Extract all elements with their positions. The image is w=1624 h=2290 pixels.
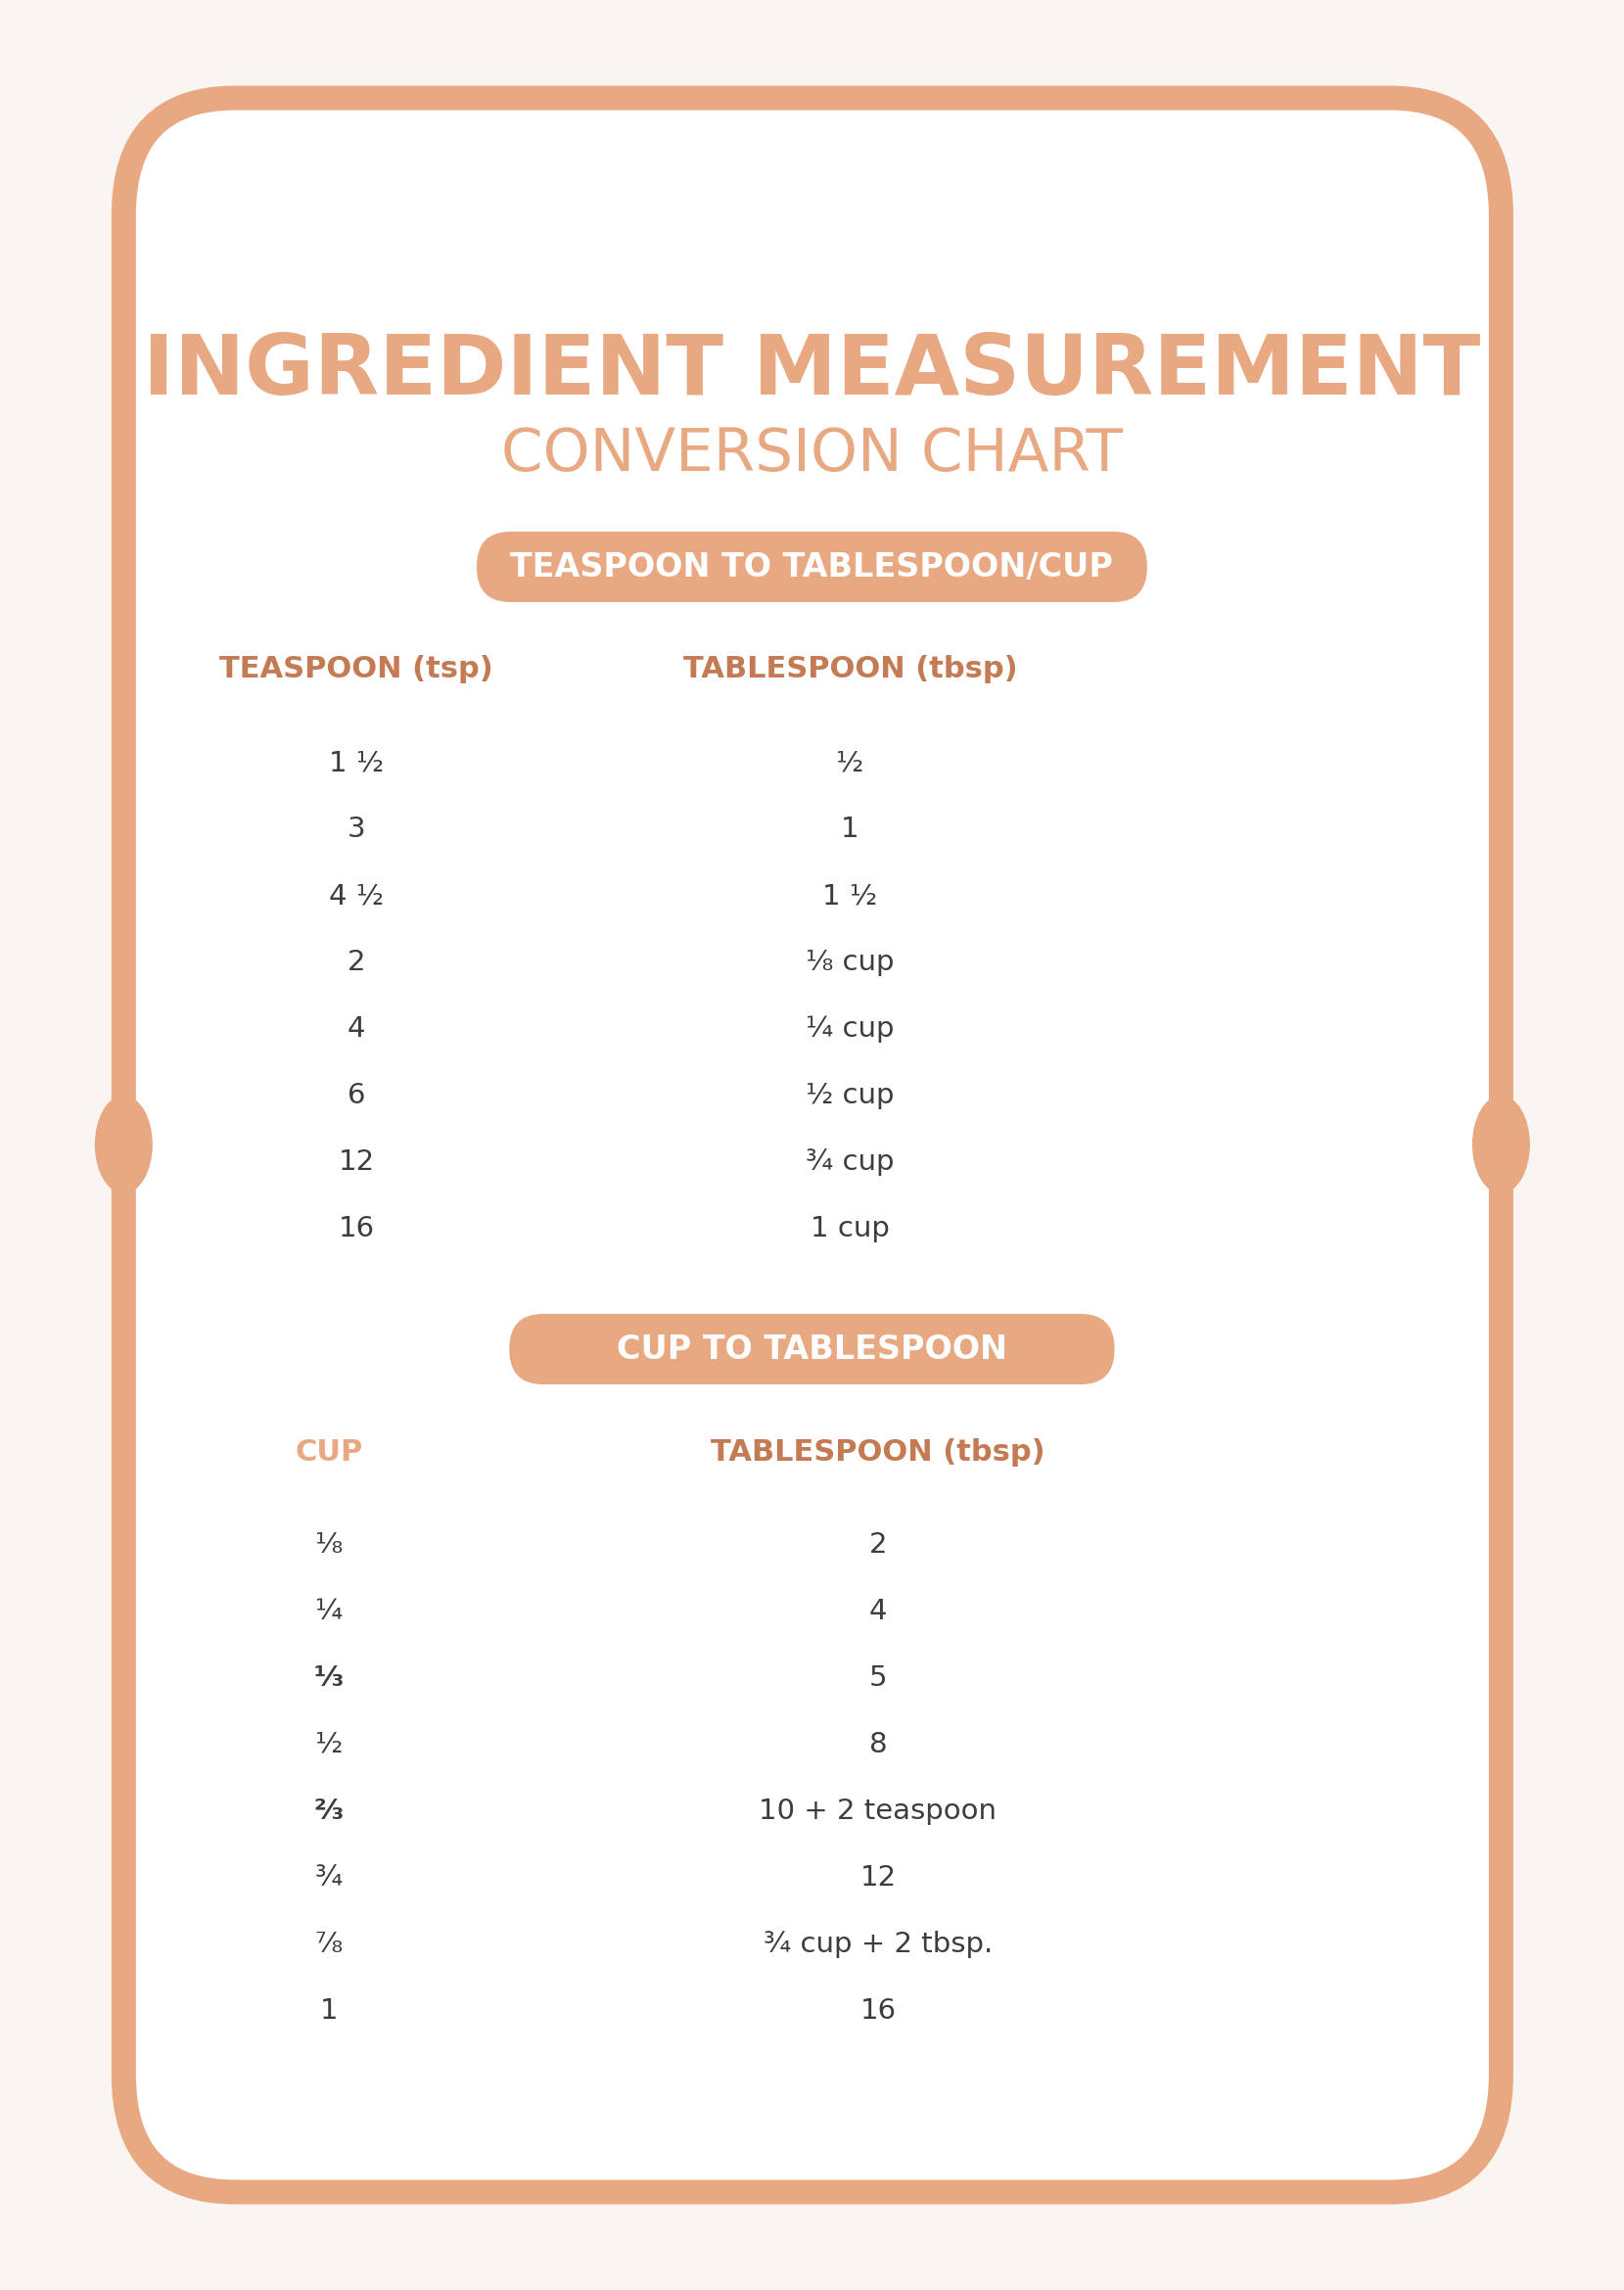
Text: 3: 3 — [348, 815, 365, 843]
Text: 6: 6 — [348, 1081, 365, 1108]
Text: ½: ½ — [836, 749, 864, 776]
Text: 1: 1 — [841, 815, 859, 843]
Text: 10 + 2 teaspoon: 10 + 2 teaspoon — [758, 1798, 997, 1825]
Text: 4: 4 — [348, 1014, 365, 1042]
Text: 1 cup: 1 cup — [810, 1216, 890, 1243]
Text: 2: 2 — [348, 948, 365, 976]
Text: ⅔: ⅔ — [313, 1798, 343, 1825]
Text: 1 ½: 1 ½ — [823, 882, 877, 909]
Text: CUP: CUP — [294, 1438, 362, 1466]
FancyBboxPatch shape — [476, 531, 1147, 602]
Text: 16: 16 — [859, 1997, 896, 2024]
Ellipse shape — [94, 1095, 153, 1193]
Text: ¼: ¼ — [315, 1598, 343, 1626]
Text: TEASPOON (tsp): TEASPOON (tsp) — [219, 655, 494, 685]
Text: ¾ cup: ¾ cup — [806, 1147, 895, 1175]
Text: CUP TO TABLESPOON: CUP TO TABLESPOON — [617, 1333, 1007, 1365]
Text: ¾: ¾ — [315, 1864, 343, 1892]
FancyBboxPatch shape — [510, 1314, 1114, 1385]
Text: 12: 12 — [859, 1864, 896, 1892]
Text: 16: 16 — [338, 1216, 375, 1243]
Text: ¼ cup: ¼ cup — [806, 1014, 895, 1042]
Text: TABLESPOON (tbsp): TABLESPOON (tbsp) — [711, 1438, 1046, 1466]
Text: 5: 5 — [869, 1665, 887, 1692]
Text: 8: 8 — [869, 1731, 887, 1759]
Text: ½ cup: ½ cup — [806, 1081, 895, 1108]
Text: 2: 2 — [869, 1532, 887, 1559]
Text: 4 ½: 4 ½ — [330, 882, 383, 909]
Text: ⅞: ⅞ — [315, 1930, 343, 1958]
Text: 1: 1 — [320, 1997, 338, 2024]
Text: ⅛ cup: ⅛ cup — [806, 948, 895, 976]
Text: TABLESPOON (tbsp): TABLESPOON (tbsp) — [682, 655, 1017, 685]
Text: ⅓: ⅓ — [313, 1665, 343, 1692]
Text: 12: 12 — [338, 1147, 375, 1175]
Text: ¾ cup + 2 tbsp.: ¾ cup + 2 tbsp. — [763, 1930, 992, 1958]
Text: INGREDIENT MEASUREMENT: INGREDIENT MEASUREMENT — [143, 330, 1481, 412]
Text: 4: 4 — [869, 1598, 887, 1626]
Ellipse shape — [1473, 1095, 1530, 1193]
FancyBboxPatch shape — [123, 98, 1501, 2192]
Text: CONVERSION CHART: CONVERSION CHART — [502, 426, 1122, 483]
Text: TEASPOON TO TABLESPOON/CUP: TEASPOON TO TABLESPOON/CUP — [510, 550, 1114, 584]
Text: ⅛: ⅛ — [315, 1532, 343, 1559]
Text: ½: ½ — [315, 1731, 343, 1759]
Text: 1 ½: 1 ½ — [330, 749, 383, 776]
